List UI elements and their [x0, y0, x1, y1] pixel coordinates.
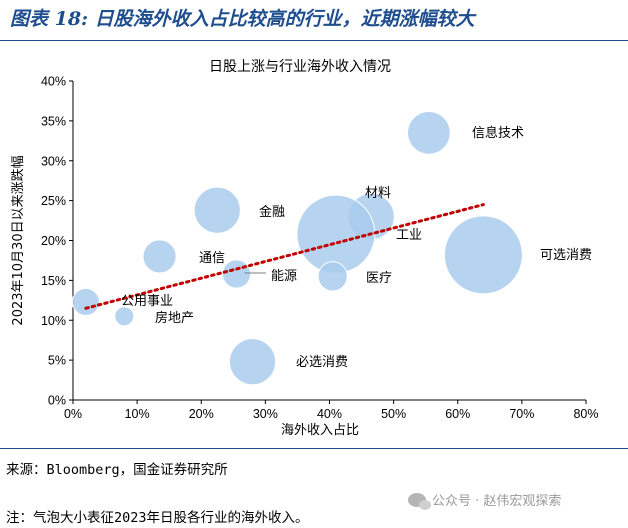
bubble-医疗 — [317, 261, 348, 292]
point-label: 房地产 — [155, 310, 194, 326]
point-label: 能源 — [271, 269, 297, 284]
point-label: 公用事业 — [121, 294, 173, 309]
point-label: 材料 — [365, 186, 391, 201]
x-tick-label: 50% — [381, 407, 406, 421]
source-note: 来源：Bloomberg，国金证券研究所 — [6, 462, 228, 478]
wechat-icon — [408, 492, 431, 510]
y-tick-label: 5% — [48, 354, 66, 368]
bottom-rule — [0, 448, 628, 449]
y-tick-label: 0% — [48, 394, 66, 408]
bubble-可选消费 — [443, 215, 523, 295]
y-tick-label: 25% — [41, 194, 66, 208]
x-tick-label: 0% — [64, 407, 82, 421]
y-tick-label: 20% — [41, 234, 66, 248]
y-tick-label: 15% — [41, 274, 66, 288]
x-tick-label: 20% — [189, 407, 214, 421]
point-label: 通信 — [199, 251, 225, 266]
figure-title: 图表 18: 日股海外收入占比较高的行业，近期涨幅较大 — [10, 8, 475, 30]
footnote: 注：气泡大小表征2023年日股各行业的海外收入。 — [6, 510, 309, 526]
x-tick-label: 30% — [253, 407, 278, 421]
bubble-必选消费 — [228, 338, 277, 386]
y-axis-label: 2023年10月30日以来涨跌幅 — [10, 155, 26, 325]
point-label: 金融 — [259, 204, 285, 220]
bubble-能源 — [221, 259, 252, 289]
bubble-chart: 日股上涨与行业海外收入情况 0% 5% 10% 15% 20% 25% 30% 35% 40% 0%… — [10, 59, 599, 438]
watermark-text: 公众号 · 赵伟宏观探索 — [432, 494, 562, 509]
x-axis-label: 海外收入占比 — [281, 423, 359, 438]
y-tick-label: 10% — [41, 314, 66, 328]
point-label: 必选消费 — [296, 355, 348, 370]
x-tick-label: 80% — [573, 407, 598, 421]
bubble-房地产 — [114, 306, 135, 327]
y-tick-label: 30% — [41, 154, 66, 168]
point-label: 可选消费 — [540, 248, 592, 263]
chart-title: 日股上涨与行业海外收入情况 — [209, 59, 391, 75]
y-tick-label: 35% — [41, 114, 66, 128]
x-tick-label: 40% — [317, 407, 342, 421]
x-tick-label: 60% — [445, 407, 470, 421]
point-label: 医疗 — [366, 271, 392, 286]
y-tick-label: 40% — [41, 75, 66, 89]
bubble-通信 — [142, 239, 177, 274]
trend-line — [84, 203, 485, 310]
bubble-金融 — [193, 186, 241, 234]
bubble-信息技术 — [407, 110, 451, 155]
top-rule — [0, 40, 628, 41]
point-label: 信息技术 — [472, 125, 524, 141]
bubble-工业 — [296, 194, 376, 274]
bubble-公用事业 — [71, 287, 100, 316]
x-tick-label: 70% — [509, 407, 534, 421]
watermark: 公众号 · 赵伟宏观探索 — [408, 490, 562, 510]
point-label: 工业 — [396, 228, 422, 243]
x-tick-label: 10% — [125, 407, 150, 421]
